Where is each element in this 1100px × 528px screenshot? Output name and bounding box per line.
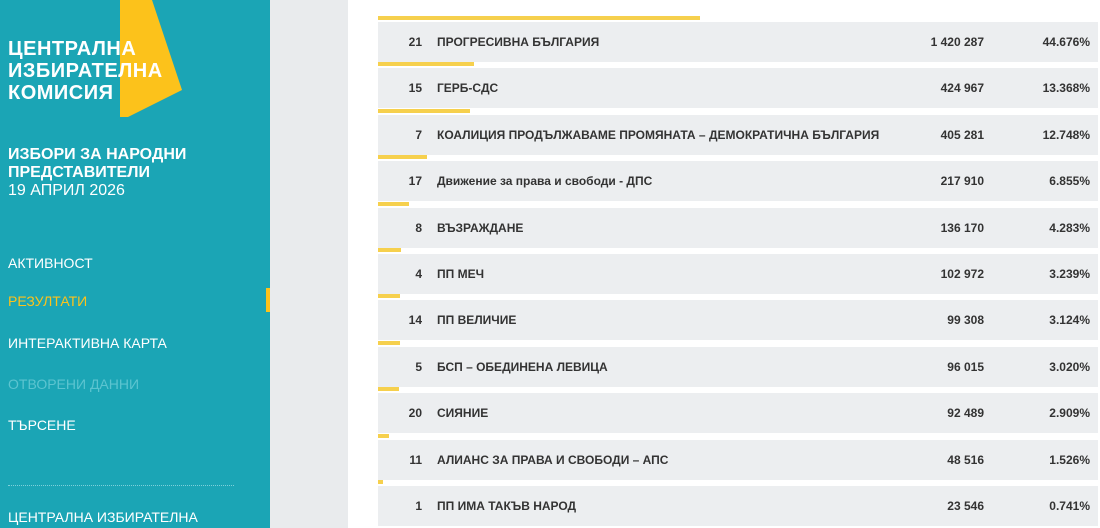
votes: 48 516 [947,452,984,467]
logo-text: ИЗБИРАТЕЛНА [8,60,163,82]
party-number: 8 [415,220,422,235]
logo-shape [120,0,182,117]
result-row: 8 ВЪЗРАЖДАНЕ 136 170 4.283% [378,207,1098,248]
votes: 1 420 287 [930,35,984,49]
party-number: 1 [415,499,422,513]
votes: 92 489 [947,406,984,421]
party-number: 4 [415,267,422,281]
votes: 102 972 [940,267,984,281]
party-number: 11 [409,452,422,467]
share-label: 1.526% [1049,452,1090,467]
result-row: 11 АЛИАНС ЗА ПРАВА И СВОБОДИ – АПС 48 516 1… [378,439,1098,480]
share-label: 12.748% [1042,127,1090,142]
party-name: КОАЛИЦИЯ ПРОДЪЛЖАВАМЕ ПРОМЯНАТА – ДЕМОКР… [437,127,880,142]
votes: 99 308 [947,313,984,328]
share-bar [378,155,428,160]
party-name: СИЯНИЕ [437,406,489,421]
result-row: 20 СИЯНИЕ 92 489 2.909% [378,393,1098,434]
share-label: 3.239% [1049,267,1090,281]
share-label: 0.741% [1049,499,1090,513]
party-number: 17 [408,174,422,189]
nav-item-active[interactable]: РЕЗУЛТАТИ [8,293,88,309]
party-number: 14 [408,313,422,328]
gutter [270,0,348,528]
nav-item-disabled: ОТВОРЕНИ ДАННИ [8,376,140,392]
election-title: ИЗБОРИ ЗА НАРОДНИ [8,146,187,163]
logo-text: КОМИСИЯ [8,82,114,104]
share-bar [378,108,470,113]
active-indicator [266,288,270,312]
separator [8,485,234,486]
share-bar [378,62,475,67]
party-name: ПРОГРЕСИВНА БЪЛГАРИЯ [437,35,600,49]
result-row: 5 БСП – ОБЕДИНЕНА ЛЕВИЦА 96 015 3.020% [378,346,1098,387]
party-name: Движение за права и свободи - ДПС [437,174,653,189]
party-name: ПП ИМА ТАКЪВ НАРОД [437,499,577,513]
share-label: 13.368% [1042,81,1090,96]
votes: 217 910 [940,174,984,189]
party-name: ПП ВЕЛИЧИЕ [437,313,517,328]
share-label: 3.020% [1049,359,1090,374]
election-title: ПРЕДСТАВИТЕЛИ [8,164,150,181]
votes: 405 281 [940,127,984,142]
nav-item[interactable]: ТЪРСЕНЕ [8,417,76,433]
footer-text: ЦЕНТРАЛНА ИЗБИРАТЕЛНА [8,509,198,525]
result-row: 17 Движение за права и свободи - ДПС 217 9… [378,161,1098,202]
share-bar [378,294,401,299]
nav-item[interactable]: АКТИВНОСТ [8,255,93,271]
share-bar [378,480,384,484]
share-bar [378,16,700,20]
nav-item[interactable]: ИНТЕРАКТИВНА КАРТА [8,335,167,351]
votes: 424 967 [940,81,984,96]
votes: 96 015 [947,359,984,374]
result-row: 1 ПП ИМА ТАКЪВ НАРОД 23 546 0.741% [378,486,1098,526]
votes: 23 546 [947,499,984,513]
party-number: 20 [408,406,422,421]
party-number: 15 [408,81,422,96]
share-label: 3.124% [1049,313,1090,328]
result-row: 21 ПРОГРЕСИВНА БЪЛГАРИЯ 1 420 287 44.676% [378,22,1098,62]
share-bar [378,201,409,206]
logo-polygon [120,0,182,117]
share-bar [378,387,399,392]
election-date: 19 АПРИЛ 2026 [8,182,125,199]
share-label: 2.909% [1049,406,1090,421]
result-row: 15 ГЕРБ-СДС 424 967 13.368% [378,68,1098,109]
result-row: 4 ПП МЕЧ 102 972 3.239% [378,254,1098,294]
party-name: ВЪЗРАЖДАНЕ [437,220,524,235]
result-row: 14 ПП ВЕЛИЧИЕ 99 308 3.124% [378,300,1098,341]
party-name: БСП – ОБЕДИНЕНА ЛЕВИЦА [437,359,608,374]
party-number: 21 [408,35,422,49]
party-name: ПП МЕЧ [437,267,485,281]
share-bar [378,248,402,252]
share-bar [378,433,389,438]
party-name: ГЕРБ-СДС [437,81,499,96]
votes: 136 170 [940,220,984,235]
share-label: 44.676% [1042,35,1090,49]
logo-text: ЦЕНТРАЛНА [8,38,137,60]
sidebar: ЦЕНТРАЛНА ИЗБИРАТЕЛНА КОМИСИЯ ИЗБОРИ ЗА … [0,0,270,528]
party-number: 5 [415,359,422,374]
results-table: 21 ПРОГРЕСИВНА БЪЛГАРИЯ 1 420 287 44.676% 15… [348,0,1100,528]
party-name: АЛИАНС ЗА ПРАВА И СВОБОДИ – АПС [437,452,669,467]
party-number: 7 [415,127,422,142]
result-row: 7 КОАЛИЦИЯ ПРОДЪЛЖАВАМЕ ПРОМЯНАТА – ДЕМОК… [378,114,1098,155]
share-label: 4.283% [1049,220,1090,235]
share-label: 6.855% [1049,174,1090,189]
share-bar [378,340,400,345]
